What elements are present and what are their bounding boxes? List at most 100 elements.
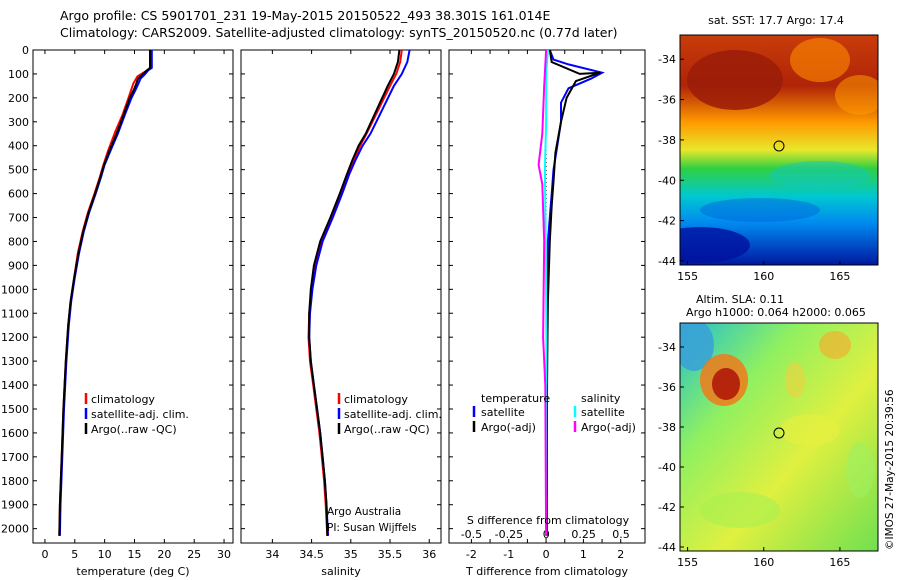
x-tick-label: 2 <box>617 548 624 561</box>
lon-tick-label: 155 <box>677 270 698 283</box>
x-tick-label: 5 <box>71 548 78 561</box>
legend-t-satellite: satellite <box>481 406 525 419</box>
salinity-panel: 34 34.5 35 35.5 36 salinity climatology sate… <box>240 49 442 578</box>
y-tick-label: 0 <box>22 44 29 57</box>
series-satellite <box>308 49 411 536</box>
y-tick-label: 500 <box>8 164 29 177</box>
y-tick-label: 700 <box>8 212 29 225</box>
lat-tick-label: -36 <box>658 381 676 394</box>
y-tick-label: 1100 <box>1 307 29 320</box>
legend-argo: Argo(..raw -QC) <box>344 423 430 436</box>
x-tick-label: 34.5 <box>299 548 324 561</box>
lat-tick-label: -42 <box>658 501 676 514</box>
legend-argo: Argo(..raw -QC) <box>91 423 177 436</box>
series-argo <box>308 49 401 536</box>
lon-tick-label: 155 <box>677 556 698 569</box>
y-tick-label: 200 <box>8 92 29 105</box>
x-tick-label: -2 <box>466 548 477 561</box>
y-tick-label: 1500 <box>1 403 29 416</box>
lat-tick-label: -40 <box>658 461 676 474</box>
lat-tick-label: -42 <box>658 215 676 228</box>
legend-s-argo: Argo(-adj) <box>581 421 636 434</box>
lon-tick-label: 165 <box>829 270 850 283</box>
t-difference-label: T difference from climatology <box>465 565 628 578</box>
y-tick-label: 100 <box>8 68 29 81</box>
legend-climatology: climatology <box>91 393 155 406</box>
y-tick-label: 1800 <box>1 475 29 488</box>
lat-tick-label: -44 <box>658 541 676 554</box>
x-tick-label: 35.5 <box>378 548 403 561</box>
salinity-legend: climatology satellite-adj. clim. Argo(..… <box>337 393 442 436</box>
series-satellite <box>58 50 153 536</box>
s-tick-label: -0.5 <box>461 528 482 541</box>
lon-tick-label: 160 <box>753 556 774 569</box>
credit-argo-australia: Argo Australia <box>327 506 401 518</box>
imos-credit: ©IMOS 27-May-2015 20:39:56 <box>884 389 896 550</box>
x-tick-label: 35 <box>344 548 358 561</box>
series-argo <box>58 50 151 536</box>
lat-tick-label: -38 <box>658 134 676 147</box>
lon-tick-label: 160 <box>753 270 774 283</box>
series-t-argo <box>545 49 601 536</box>
sla-field <box>680 323 878 551</box>
y-tick-label: 800 <box>8 235 29 248</box>
sla-axis-ticks: 155 160 165 -34 -36 -38 -40 -42 -44 <box>658 341 850 569</box>
y-tick-label: 300 <box>8 116 29 129</box>
temperature-panel: 0100200300400500600700800900100011001200… <box>1 44 234 578</box>
lon-tick-label: 165 <box>829 556 850 569</box>
temperature-axes <box>32 49 234 544</box>
difference-legend: temperature salinity satellite Argo(-adj… <box>472 392 636 434</box>
salinity-x-axis: 34 34.5 35 35.5 36 <box>241 49 441 561</box>
legend-t-argo: Argo(-adj) <box>481 421 536 434</box>
series-s-argo <box>537 49 548 536</box>
lat-tick-label: -44 <box>658 255 676 268</box>
s-tick-label: 0.25 <box>571 528 596 541</box>
sst-axis-ticks: 155 160 165 -34 -36 -38 -40 -42 -44 <box>658 53 850 283</box>
legend-climatology: climatology <box>344 393 408 406</box>
sla-subtitle: Argo h1000: 0.064 h2000: 0.065 <box>686 306 866 319</box>
sla-title: Altim. SLA: 0.11 <box>696 293 784 306</box>
y-tick-label: 1900 <box>1 499 29 512</box>
y-tick-label: 1200 <box>1 331 29 344</box>
salinity-axis-label: salinity <box>321 565 361 578</box>
y-tick-label: 1700 <box>1 451 29 464</box>
sla-map-panel: Altim. SLA: 0.11 Argo h1000: 0.064 h2000… <box>658 293 879 569</box>
title-line-2: Climatology: CARS2009. Satellite-adjuste… <box>60 25 617 40</box>
sst-title: sat. SST: 17.7 Argo: 17.4 <box>708 14 844 27</box>
x-tick-label: 10 <box>98 548 112 561</box>
sst-field <box>680 35 878 265</box>
x-tick-label: 0 <box>543 548 550 561</box>
y-tick-label: 900 <box>8 259 29 272</box>
temperature-series <box>58 50 153 536</box>
title-line-1: Argo profile: CS 5901701_231 19-May-2015… <box>60 8 550 23</box>
s-difference-label: S difference from climatology <box>467 514 630 527</box>
sst-axes <box>679 34 879 266</box>
legend-temperature-header: temperature <box>481 392 550 405</box>
salinity-axes <box>240 49 442 544</box>
lat-tick-label: -38 <box>658 421 676 434</box>
x-tick-label: 36 <box>422 548 436 561</box>
credit-pi: PI: Susan Wijffels <box>327 522 417 534</box>
sst-map-panel: sat. SST: 17.7 Argo: 17.4 155 160 165 -34 -3… <box>658 14 879 283</box>
y-tick-label: 2000 <box>1 523 29 536</box>
sla-axes <box>679 322 879 552</box>
x-tick-label: 1 <box>580 548 587 561</box>
x-tick-label: -1 <box>503 548 514 561</box>
salinity-series <box>307 49 411 536</box>
series-t-satellite <box>545 49 605 536</box>
difference-series <box>537 49 605 536</box>
sla-float-marker <box>773 427 785 439</box>
s-tick-label: 0.5 <box>612 528 630 541</box>
depth-axis: 0 100 200 300 400 500 600 700 800 900 1000 1100 1200… <box>1 44 233 536</box>
x-tick-label: 30 <box>217 548 231 561</box>
legend-salinity-header: salinity <box>581 392 621 405</box>
legend-satellite: satellite-adj. clim. <box>91 408 189 421</box>
lat-tick-label: -34 <box>658 341 676 354</box>
lat-tick-label: -34 <box>658 53 676 66</box>
legend-s-satellite: satellite <box>581 406 625 419</box>
x-tick-label: 20 <box>157 548 171 561</box>
x-tick-label: 0 <box>41 548 48 561</box>
temperature-axis-label: temperature (deg C) <box>76 565 189 578</box>
